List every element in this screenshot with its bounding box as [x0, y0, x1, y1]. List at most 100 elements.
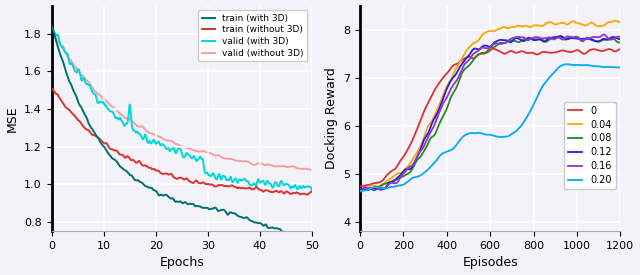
- train (with 3D): [172, 200, 179, 203]
- 0.12: [364, 188, 372, 192]
- 0.16: [400, 172, 408, 175]
- 0.16: [444, 94, 451, 98]
- 0.16: [616, 35, 624, 39]
- valid (without 3D): [308, 168, 316, 172]
- X-axis label: Episodes: Episodes: [462, 257, 518, 269]
- 0.20: [499, 135, 506, 139]
- 0.08: [493, 43, 500, 47]
- valid (with 3D): [48, 20, 56, 23]
- train (without 3D): [308, 190, 316, 193]
- Y-axis label: MSE: MSE: [6, 105, 19, 132]
- X-axis label: Epochs: Epochs: [159, 257, 204, 269]
- valid (without 3D): [189, 148, 196, 151]
- Line: 0.16: 0.16: [360, 34, 620, 192]
- 0.04: [493, 28, 500, 31]
- 0.08: [444, 104, 452, 108]
- 0.20: [616, 66, 624, 69]
- train (without 3D): [48, 87, 56, 90]
- valid (with 3D): [302, 185, 310, 188]
- valid (without 3D): [302, 167, 310, 170]
- 0.20: [469, 131, 477, 135]
- 0.04: [612, 19, 620, 22]
- valid (without 3D): [203, 151, 211, 154]
- train (without 3D): [261, 189, 269, 192]
- Line: valid (without 3D): valid (without 3D): [52, 32, 312, 170]
- 0.12: [356, 188, 364, 191]
- valid (with 3D): [308, 189, 316, 192]
- 0.20: [390, 185, 398, 188]
- 0.04: [616, 21, 624, 24]
- 0.12: [493, 40, 500, 43]
- 0.20: [493, 135, 500, 138]
- 0.12: [469, 48, 477, 51]
- 0: [616, 48, 624, 51]
- valid (with 3D): [261, 183, 269, 186]
- 0.04: [469, 42, 477, 45]
- valid (with 3D): [173, 150, 180, 153]
- train (without 3D): [302, 192, 310, 196]
- 0.08: [499, 41, 506, 44]
- valid (without 3D): [172, 142, 179, 145]
- train (without 3D): [189, 181, 196, 185]
- 0: [444, 71, 451, 74]
- 0.12: [444, 85, 452, 88]
- train (with 3D): [261, 223, 269, 226]
- valid (with 3D): [189, 156, 196, 160]
- valid (without 3D): [173, 142, 180, 146]
- 0.16: [469, 53, 477, 56]
- Line: 0.12: 0.12: [360, 36, 620, 190]
- Legend: train (with 3D), train (without 3D), valid (with 3D), valid (without 3D): train (with 3D), train (without 3D), val…: [198, 10, 307, 61]
- 0.16: [499, 42, 506, 45]
- train (with 3D): [302, 236, 310, 239]
- Line: 0.20: 0.20: [360, 64, 620, 191]
- Line: 0: 0: [360, 49, 620, 186]
- 0.16: [390, 182, 398, 185]
- 0.04: [356, 188, 364, 191]
- 0.12: [556, 34, 564, 38]
- Line: valid (with 3D): valid (with 3D): [52, 21, 312, 190]
- 0.08: [356, 187, 364, 191]
- 0: [469, 57, 477, 60]
- 0.08: [616, 41, 624, 44]
- 0: [490, 47, 497, 50]
- train (without 3D): [172, 176, 179, 180]
- 0.04: [499, 26, 506, 29]
- valid (with 3D): [203, 171, 211, 174]
- Line: train (without 3D): train (without 3D): [52, 89, 312, 195]
- 0.16: [356, 190, 364, 193]
- 0.04: [400, 169, 408, 172]
- 0.12: [400, 169, 408, 172]
- Y-axis label: Docking Reward: Docking Reward: [324, 67, 337, 169]
- valid (without 3D): [48, 30, 56, 34]
- 0.12: [391, 179, 399, 182]
- 0: [356, 185, 364, 188]
- 0.20: [444, 150, 451, 153]
- 0: [400, 155, 408, 158]
- 0.04: [444, 83, 451, 86]
- train (without 3D): [303, 193, 311, 196]
- train (with 3D): [173, 200, 180, 203]
- train (with 3D): [189, 202, 196, 206]
- 0: [390, 168, 398, 171]
- 0.16: [493, 42, 500, 45]
- 0.08: [400, 174, 408, 178]
- train (with 3D): [203, 206, 211, 210]
- Legend: 0, 0.04, 0.08, 0.12, 0.16, 0.20: 0, 0.04, 0.08, 0.12, 0.16, 0.20: [564, 102, 616, 189]
- 0.04: [390, 174, 398, 177]
- train (without 3D): [173, 177, 180, 180]
- 0.08: [370, 189, 378, 192]
- 0.08: [573, 35, 580, 38]
- 0.20: [356, 189, 364, 193]
- 0: [493, 48, 500, 52]
- Line: train (with 3D): train (with 3D): [52, 26, 312, 241]
- 0.16: [600, 33, 608, 36]
- train (with 3D): [305, 240, 313, 243]
- train (with 3D): [48, 24, 56, 28]
- train (with 3D): [308, 232, 316, 235]
- 0.08: [469, 59, 477, 62]
- valid (without 3D): [261, 163, 269, 167]
- Line: 0.08: 0.08: [360, 37, 620, 190]
- 0.20: [563, 63, 571, 66]
- 0.12: [499, 38, 506, 42]
- 0: [499, 51, 506, 54]
